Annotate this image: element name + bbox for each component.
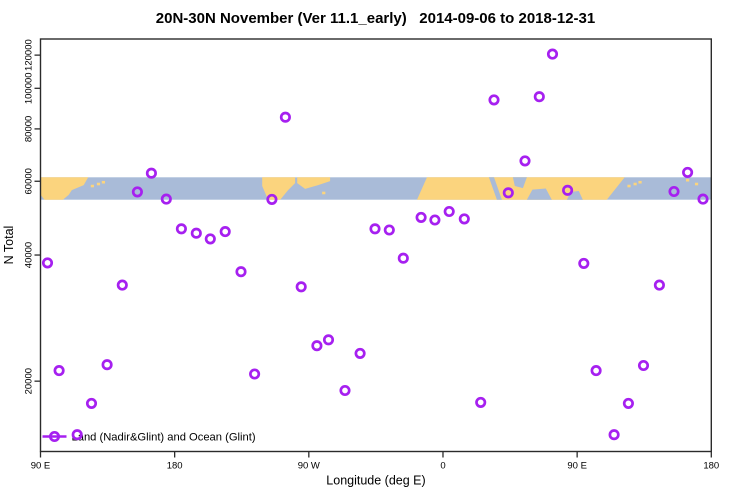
data-point: [546, 48, 559, 60]
map-island: [90, 184, 94, 188]
data-point: [279, 111, 291, 123]
data-point: [608, 429, 620, 441]
data-point: [415, 211, 427, 223]
y-tick-label: 60000: [24, 168, 35, 194]
data-point: [53, 365, 65, 377]
y-tick-label: 80000: [24, 116, 35, 142]
data-point: [562, 184, 574, 196]
y-tick-label: 20000: [24, 368, 35, 394]
map-land: [297, 177, 331, 189]
x-tick-label: 90 E: [567, 461, 587, 472]
map-band: [40, 177, 712, 200]
legend-label: Land (Nadir&Glint) and Ocean (Glint): [72, 432, 256, 444]
map-island: [101, 180, 106, 184]
data-point: [682, 166, 694, 178]
data-point: [488, 94, 500, 106]
x-tick-label: 180: [703, 461, 719, 472]
data-point: [533, 91, 545, 103]
data-point: [383, 224, 395, 236]
data-point: [590, 365, 602, 377]
data-point: [637, 359, 650, 372]
data-point: [369, 223, 381, 235]
data-point: [475, 396, 487, 408]
x-axis-ticks: 90 E 180 90 W 0 90 E 180: [31, 451, 719, 472]
y-tick-label: 120000: [24, 39, 35, 71]
legend: Land (Nadir&Glint) and Ocean (Glint): [42, 430, 256, 444]
chart-title: 20N-30N November (Ver 11.1_early) 2014-0…: [156, 10, 595, 27]
data-point: [266, 193, 278, 205]
data-point: [175, 223, 187, 235]
data-point: [668, 185, 680, 198]
data-point: [519, 155, 531, 167]
data-point: [235, 266, 247, 278]
legend-marker-circle: [48, 430, 61, 443]
data-point: [697, 193, 709, 205]
x-axis-label: Longitude (deg E): [326, 474, 425, 488]
data-point: [41, 257, 54, 269]
data-point: [429, 214, 441, 226]
map-island: [96, 182, 101, 186]
data-point: [249, 368, 261, 380]
data-point: [653, 279, 665, 291]
data-point: [71, 429, 83, 441]
map-island: [627, 184, 631, 188]
data-point: [311, 340, 323, 352]
map-sea-notch: [526, 188, 552, 200]
x-tick-label: 90 W: [298, 461, 320, 472]
x-tick-label: 90 E: [31, 461, 51, 472]
data-point: [145, 167, 157, 179]
data-point: [190, 227, 202, 239]
data-point: [204, 233, 216, 245]
data-point: [101, 359, 113, 371]
data-point: [622, 397, 634, 409]
data-point: [354, 347, 366, 359]
data-point: [85, 397, 98, 409]
data-point: [458, 213, 470, 225]
data-point: [443, 205, 455, 218]
map-island: [685, 178, 690, 182]
map-island: [638, 180, 642, 184]
data-points: [41, 48, 709, 441]
map-island: [322, 191, 326, 195]
data-point: [131, 186, 143, 198]
x-tick-label: 0: [440, 461, 445, 472]
map-land: [40, 177, 89, 200]
data-point: [160, 193, 172, 205]
y-tick-label: 40000: [24, 242, 35, 268]
map-island: [633, 182, 637, 186]
plot-frame: [39, 38, 712, 453]
y-axis-label: N Total: [2, 226, 16, 265]
map-sea-notch: [512, 177, 527, 189]
data-point: [219, 226, 231, 238]
data-point: [295, 281, 307, 293]
data-point: [502, 187, 514, 199]
y-tick-label: 100000: [24, 72, 35, 104]
data-point: [397, 252, 409, 264]
map-island: [694, 182, 699, 186]
map-sea-notch: [488, 177, 502, 200]
data-point: [578, 257, 590, 269]
x-tick-label: 180: [167, 461, 183, 472]
data-point: [339, 384, 351, 397]
data-point: [322, 334, 335, 346]
data-point: [116, 279, 128, 291]
